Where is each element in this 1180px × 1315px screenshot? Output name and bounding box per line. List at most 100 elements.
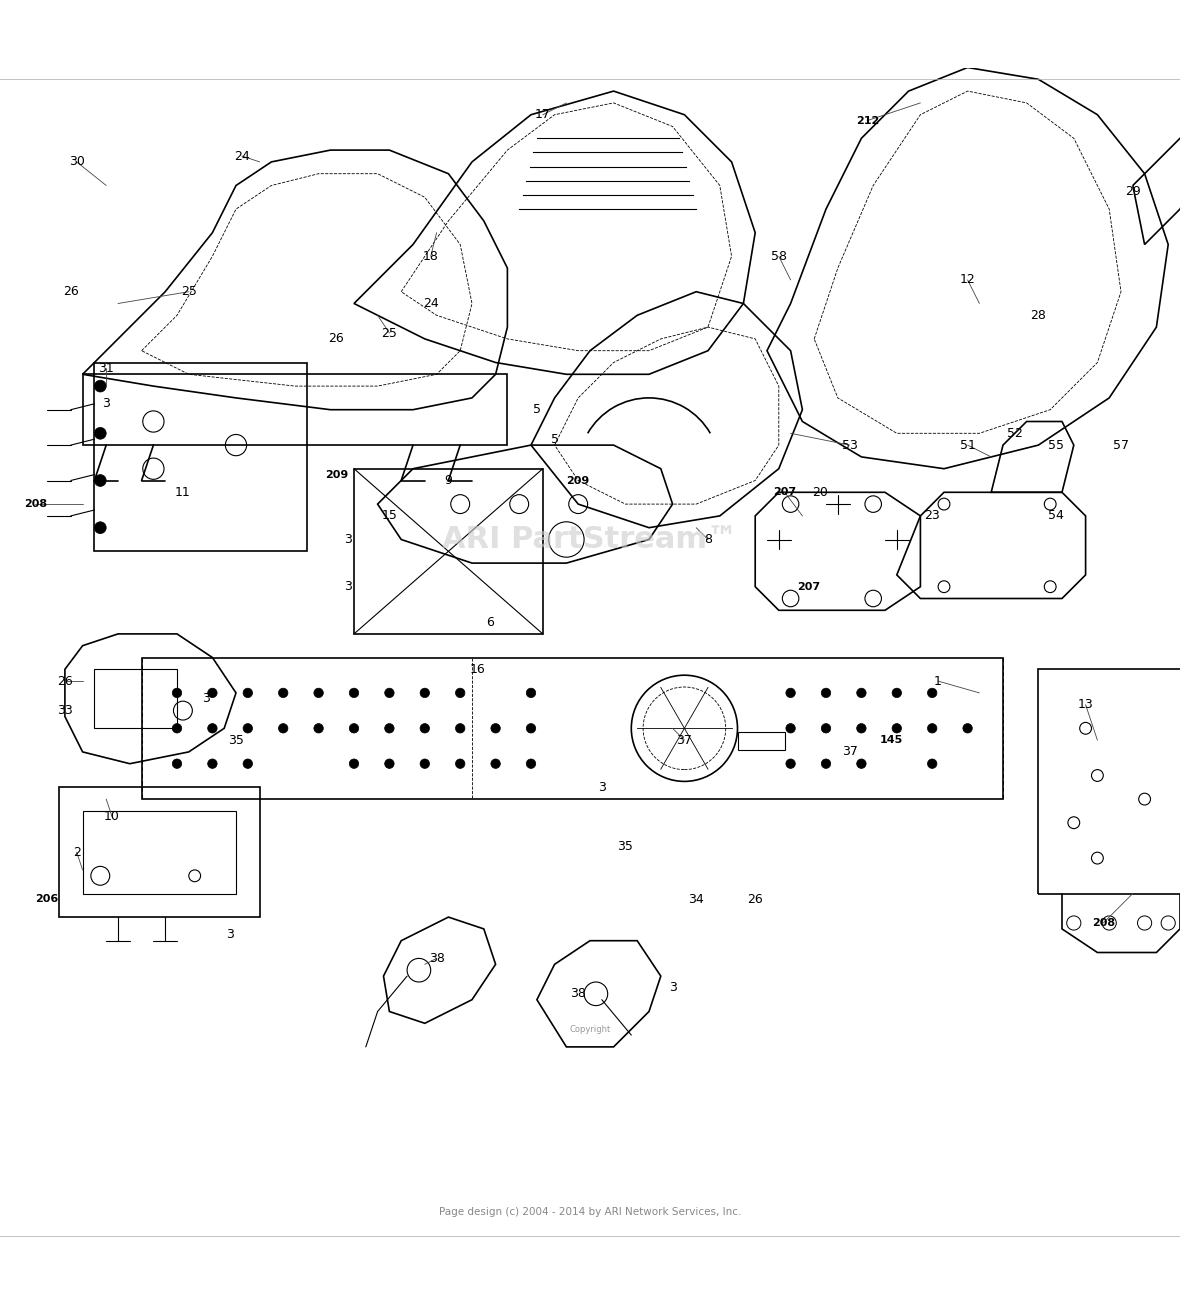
Circle shape: [491, 723, 500, 732]
Text: 26: 26: [57, 675, 73, 688]
Text: 52: 52: [1007, 427, 1023, 439]
Text: 35: 35: [228, 734, 244, 747]
Circle shape: [526, 688, 536, 698]
Text: 145: 145: [879, 735, 903, 746]
Circle shape: [243, 759, 253, 768]
Circle shape: [385, 723, 394, 732]
Text: Copyright: Copyright: [570, 1024, 610, 1034]
Text: 33: 33: [57, 704, 73, 717]
Text: 37: 37: [676, 734, 693, 747]
Text: 31: 31: [98, 362, 114, 375]
Text: 207: 207: [796, 581, 820, 592]
Text: 15: 15: [381, 509, 398, 522]
Text: ARI PartStream™: ARI PartStream™: [442, 525, 738, 554]
Circle shape: [786, 723, 795, 732]
Text: 12: 12: [959, 274, 976, 287]
Text: 2: 2: [73, 846, 80, 859]
Text: Page design (c) 2004 - 2014 by ARI Network Services, Inc.: Page design (c) 2004 - 2014 by ARI Netwo…: [439, 1207, 741, 1218]
Circle shape: [455, 759, 465, 768]
Circle shape: [927, 723, 937, 732]
Circle shape: [94, 475, 106, 487]
Text: 207: 207: [773, 488, 796, 497]
Circle shape: [526, 759, 536, 768]
Bar: [354, 468, 543, 634]
Text: 26: 26: [747, 893, 763, 906]
Text: 11: 11: [175, 485, 191, 498]
Circle shape: [94, 380, 106, 392]
Bar: [142, 658, 1003, 800]
Circle shape: [420, 688, 430, 698]
Circle shape: [857, 723, 866, 732]
Text: 38: 38: [428, 952, 445, 965]
Text: 57: 57: [1113, 439, 1129, 451]
Text: 24: 24: [422, 297, 439, 310]
Text: 209: 209: [324, 469, 348, 480]
Text: 30: 30: [68, 155, 85, 168]
Circle shape: [420, 723, 430, 732]
Text: 6: 6: [486, 615, 493, 629]
Text: 3: 3: [227, 928, 234, 942]
Circle shape: [821, 688, 831, 698]
Circle shape: [349, 688, 359, 698]
Text: 25: 25: [381, 326, 398, 339]
Text: 25: 25: [181, 285, 197, 299]
Text: 10: 10: [104, 810, 120, 823]
Text: 3: 3: [203, 692, 210, 705]
Bar: [83, 811, 236, 893]
Text: 51: 51: [959, 439, 976, 451]
Circle shape: [278, 688, 288, 698]
Text: 9: 9: [445, 473, 452, 487]
Text: 3: 3: [103, 397, 110, 410]
Circle shape: [857, 759, 866, 768]
Circle shape: [94, 427, 106, 439]
Bar: [83, 375, 507, 444]
Text: 13: 13: [1077, 698, 1094, 711]
Circle shape: [385, 688, 394, 698]
Text: 24: 24: [234, 150, 250, 163]
Circle shape: [349, 759, 359, 768]
Circle shape: [526, 723, 536, 732]
Bar: [94, 363, 307, 551]
Text: 28: 28: [1030, 309, 1047, 322]
Circle shape: [420, 759, 430, 768]
Text: 23: 23: [924, 509, 940, 522]
Circle shape: [857, 688, 866, 698]
Circle shape: [243, 688, 253, 698]
Text: 26: 26: [328, 333, 345, 346]
Text: 55: 55: [1048, 439, 1064, 451]
Text: 208: 208: [1092, 918, 1115, 928]
Text: 3: 3: [345, 533, 352, 546]
Circle shape: [786, 759, 795, 768]
Circle shape: [208, 759, 217, 768]
Circle shape: [172, 759, 182, 768]
Circle shape: [821, 723, 831, 732]
Circle shape: [314, 688, 323, 698]
Bar: [738, 732, 785, 750]
Text: 5: 5: [551, 433, 558, 446]
Text: 26: 26: [63, 285, 79, 299]
Circle shape: [172, 688, 182, 698]
Circle shape: [821, 759, 831, 768]
Text: 38: 38: [570, 988, 586, 1001]
Text: 208: 208: [24, 500, 47, 509]
Text: 3: 3: [598, 781, 605, 794]
Circle shape: [278, 723, 288, 732]
Circle shape: [314, 723, 323, 732]
Text: 37: 37: [841, 746, 858, 759]
Circle shape: [963, 723, 972, 732]
Text: 206: 206: [35, 894, 59, 905]
Circle shape: [208, 688, 217, 698]
Text: 58: 58: [771, 250, 787, 263]
Text: 3: 3: [345, 580, 352, 593]
Text: 29: 29: [1125, 185, 1141, 197]
Text: 8: 8: [704, 533, 712, 546]
Text: 1: 1: [935, 675, 942, 688]
Circle shape: [491, 759, 500, 768]
Circle shape: [455, 688, 465, 698]
Bar: [59, 788, 260, 917]
Circle shape: [349, 723, 359, 732]
Circle shape: [892, 688, 902, 698]
Text: 35: 35: [617, 840, 634, 853]
Circle shape: [786, 688, 795, 698]
Text: 20: 20: [812, 485, 828, 498]
